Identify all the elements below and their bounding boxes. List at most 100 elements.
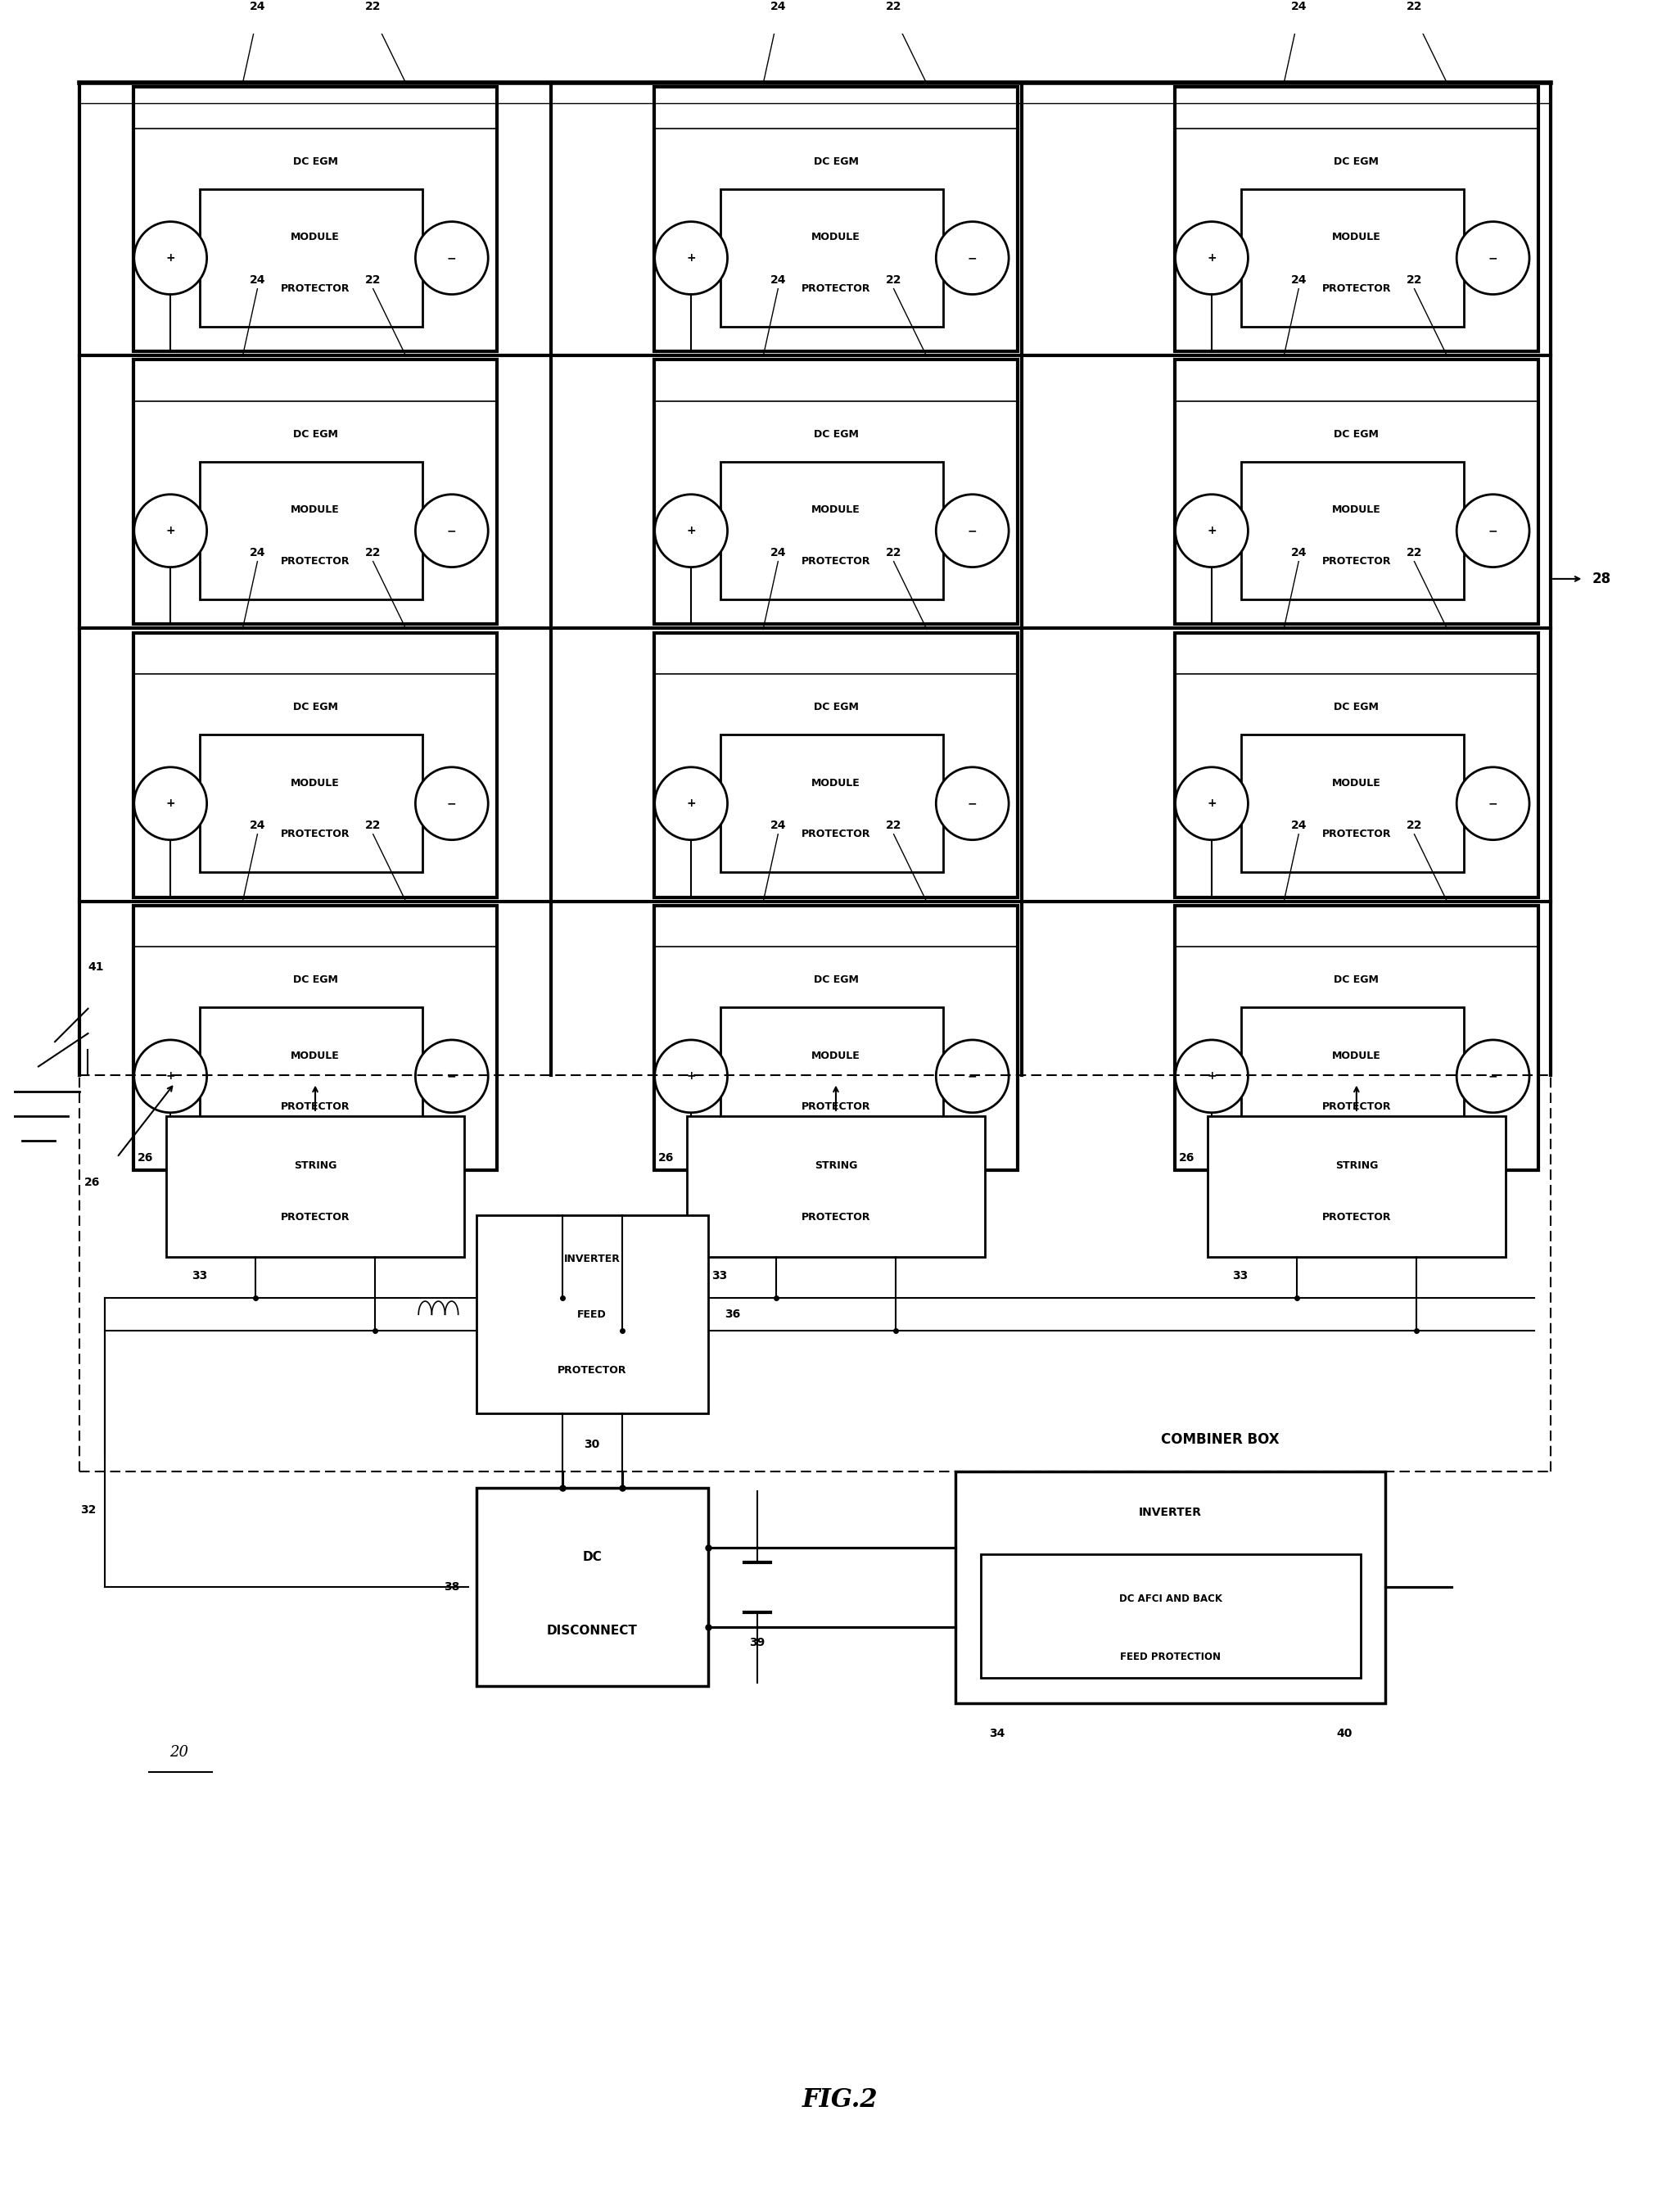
Circle shape <box>134 494 207 567</box>
Text: DC EGM: DC EGM <box>813 429 858 440</box>
Text: MODULE: MODULE <box>1332 777 1381 788</box>
Circle shape <box>134 221 207 295</box>
Text: 22: 22 <box>885 820 902 831</box>
Text: 22: 22 <box>365 547 381 558</box>
Bar <box>654 906 1018 1171</box>
Bar <box>133 359 497 624</box>
Circle shape <box>1176 768 1248 840</box>
Text: 39: 39 <box>749 1637 766 1648</box>
Text: MODULE: MODULE <box>811 1050 860 1061</box>
Bar <box>721 462 942 600</box>
Text: 24: 24 <box>1290 547 1307 558</box>
Text: 33: 33 <box>712 1269 727 1282</box>
Circle shape <box>1176 1039 1248 1114</box>
Text: STRING: STRING <box>1336 1160 1378 1171</box>
Circle shape <box>415 494 489 567</box>
Text: +: + <box>1206 525 1216 536</box>
Circle shape <box>655 1039 727 1114</box>
Text: PROTECTOR: PROTECTOR <box>801 829 870 838</box>
Bar <box>654 88 1018 352</box>
Bar <box>1242 188 1463 326</box>
Text: STRING: STRING <box>815 1160 857 1171</box>
Text: DC EGM: DC EGM <box>1334 429 1379 440</box>
Text: DC EGM: DC EGM <box>1334 155 1379 166</box>
Text: FIG.2: FIG.2 <box>801 2087 879 2111</box>
Text: 22: 22 <box>365 274 381 284</box>
Text: +: + <box>166 525 175 536</box>
Text: +: + <box>1206 252 1216 265</box>
Circle shape <box>134 768 207 840</box>
Text: PROTECTOR: PROTECTOR <box>281 829 349 838</box>
Text: 20: 20 <box>170 1746 188 1759</box>
Bar <box>1174 359 1539 624</box>
Text: 28: 28 <box>1593 571 1611 586</box>
Circle shape <box>936 1039 1008 1114</box>
Circle shape <box>655 494 727 567</box>
Text: −: − <box>1488 525 1499 536</box>
Bar <box>1174 88 1539 352</box>
Text: −: − <box>968 1070 978 1083</box>
Circle shape <box>1176 221 1248 295</box>
Text: MODULE: MODULE <box>811 232 860 243</box>
Text: 24: 24 <box>249 547 265 558</box>
Text: INVERTER: INVERTER <box>1139 1508 1203 1518</box>
Text: PROTECTOR: PROTECTOR <box>281 282 349 293</box>
Text: 22: 22 <box>1406 274 1423 284</box>
Text: DISCONNECT: DISCONNECT <box>546 1626 637 1637</box>
Text: PROTECTOR: PROTECTOR <box>558 1365 627 1376</box>
Text: DC EGM: DC EGM <box>292 429 338 440</box>
Text: 22: 22 <box>365 820 381 831</box>
Text: 24: 24 <box>769 820 786 831</box>
Text: MODULE: MODULE <box>811 505 860 516</box>
Text: FEED: FEED <box>578 1308 606 1319</box>
Text: MODULE: MODULE <box>1332 1050 1381 1061</box>
Text: 22: 22 <box>1406 820 1423 831</box>
Text: +: + <box>687 252 696 265</box>
Text: PROTECTOR: PROTECTOR <box>801 282 870 293</box>
Bar <box>200 735 423 873</box>
Text: COMBINER BOX: COMBINER BOX <box>1161 1431 1280 1446</box>
Text: 24: 24 <box>1290 2 1307 13</box>
Text: STRING: STRING <box>294 1160 336 1171</box>
Circle shape <box>936 221 1008 295</box>
Circle shape <box>1457 221 1529 295</box>
Text: 26: 26 <box>659 1153 674 1164</box>
Text: 30: 30 <box>585 1438 600 1451</box>
Text: DC EGM: DC EGM <box>813 974 858 985</box>
Bar <box>1242 1006 1463 1144</box>
Bar <box>1174 632 1539 897</box>
Bar <box>1242 462 1463 600</box>
Text: +: + <box>166 1070 175 1083</box>
Text: 36: 36 <box>724 1308 741 1319</box>
Bar <box>654 359 1018 624</box>
Circle shape <box>655 768 727 840</box>
Text: 22: 22 <box>885 2 902 13</box>
Text: 24: 24 <box>1290 820 1307 831</box>
Circle shape <box>655 221 727 295</box>
Text: +: + <box>1206 1070 1216 1083</box>
Text: MODULE: MODULE <box>291 232 339 243</box>
Bar <box>1242 735 1463 873</box>
Text: INVERTER: INVERTER <box>564 1254 620 1265</box>
Text: PROTECTOR: PROTECTOR <box>281 1212 349 1223</box>
Text: +: + <box>1206 799 1216 810</box>
Text: 22: 22 <box>885 274 902 284</box>
Text: 22: 22 <box>885 547 902 558</box>
Text: PROTECTOR: PROTECTOR <box>1322 282 1391 293</box>
Text: +: + <box>687 1070 696 1083</box>
Circle shape <box>1457 494 1529 567</box>
Text: 32: 32 <box>81 1505 96 1516</box>
Text: PROTECTOR: PROTECTOR <box>1322 1101 1391 1112</box>
Text: PROTECTOR: PROTECTOR <box>1322 829 1391 838</box>
Text: DC EGM: DC EGM <box>292 155 338 166</box>
Text: +: + <box>687 525 696 536</box>
Text: DC EGM: DC EGM <box>292 702 338 713</box>
Bar <box>133 906 497 1171</box>
Text: 26: 26 <box>138 1153 153 1164</box>
Text: 24: 24 <box>769 274 786 284</box>
Bar <box>721 1006 942 1144</box>
Text: 24: 24 <box>249 820 265 831</box>
Text: PROTECTOR: PROTECTOR <box>1322 1212 1391 1223</box>
Text: −: − <box>447 1070 457 1083</box>
Text: 24: 24 <box>249 274 265 284</box>
